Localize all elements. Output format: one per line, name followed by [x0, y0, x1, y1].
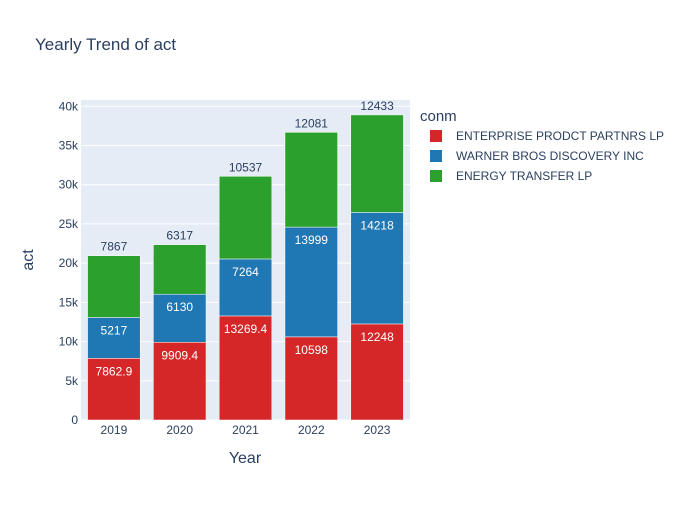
- legend-label: ENTERPRISE PRODCT PARTNRS LP: [456, 129, 664, 143]
- data-label: 10537: [229, 160, 263, 174]
- y-tick-label: 25k: [59, 217, 79, 231]
- data-label: 13269.4: [224, 322, 268, 336]
- data-label: 14218: [360, 218, 394, 232]
- y-tick-label: 10k: [59, 335, 79, 349]
- data-label: 6317: [166, 229, 193, 243]
- x-axis-title: Year: [229, 450, 262, 467]
- legend-label: WARNER BROS DISCOVERY INC: [456, 149, 644, 163]
- data-label: 7867: [101, 240, 128, 254]
- bar-segment[interactable]: [87, 255, 141, 318]
- bar-segment[interactable]: [153, 244, 207, 295]
- legend-swatch: [430, 150, 442, 162]
- x-axis: 2019 2020 2021 2022 2023: [101, 423, 391, 437]
- y-tick-label: 40k: [59, 99, 79, 113]
- x-tick-label: 2020: [166, 423, 193, 437]
- bar-segment[interactable]: [350, 212, 404, 325]
- bar-segment[interactable]: [350, 114, 404, 213]
- data-label: 5217: [101, 323, 128, 337]
- data-label: 12433: [360, 99, 394, 113]
- legend-swatch: [430, 130, 442, 142]
- bar-segment[interactable]: [284, 336, 338, 421]
- x-tick-label: 2023: [364, 423, 391, 437]
- y-tick-label: 35k: [59, 138, 79, 152]
- bar-segment[interactable]: [153, 342, 207, 421]
- y-axis: 0 5k 10k 15k 20k 25k 30k 35k 40k: [59, 99, 79, 427]
- legend-item[interactable]: ENERGY TRANSFER LP: [430, 169, 592, 183]
- x-tick-label: 2021: [232, 423, 259, 437]
- bar-segment[interactable]: [350, 323, 404, 421]
- chart-title: Yearly Trend of act: [35, 35, 176, 54]
- bar-labels: 7862.9 5217 7867 9909.4 6130 6317 13269.4 7264 1…: [96, 99, 395, 378]
- y-tick-label: 15k: [59, 295, 79, 309]
- bar-segment[interactable]: [284, 226, 338, 338]
- data-label: 7264: [232, 265, 259, 279]
- bar-segment[interactable]: [153, 293, 207, 343]
- data-label: 7862.9: [96, 364, 133, 378]
- legend-label: ENERGY TRANSFER LP: [456, 169, 592, 183]
- bar-segment[interactable]: [87, 358, 141, 421]
- bars: [87, 114, 404, 421]
- y-tick-label: 20k: [59, 256, 79, 270]
- data-label: 6130: [166, 300, 193, 314]
- data-label: 10598: [295, 343, 329, 357]
- data-label: 13999: [295, 233, 329, 247]
- y-tick-label: 30k: [59, 178, 79, 192]
- data-label: 12081: [295, 116, 329, 130]
- bar-segment[interactable]: [87, 317, 141, 359]
- legend[interactable]: conm ENTERPRISE PRODCT PARTNRS LP WARNER …: [420, 108, 664, 183]
- data-label: 12248: [360, 330, 394, 344]
- legend-swatch: [430, 170, 442, 182]
- bar-segment[interactable]: [218, 176, 273, 260]
- legend-item[interactable]: ENTERPRISE PRODCT PARTNRS LP: [430, 129, 664, 143]
- y-axis-title: act: [20, 249, 37, 271]
- x-tick-label: 2019: [101, 423, 128, 437]
- bar-segment[interactable]: [218, 258, 273, 317]
- y-tick-label: 5k: [65, 374, 79, 388]
- bar-segment[interactable]: [284, 132, 338, 228]
- y-tick-label: 0: [71, 413, 78, 427]
- data-label: 9909.4: [161, 348, 198, 362]
- legend-title: conm: [420, 108, 457, 125]
- x-tick-label: 2022: [298, 423, 325, 437]
- legend-item[interactable]: WARNER BROS DISCOVERY INC: [430, 149, 644, 163]
